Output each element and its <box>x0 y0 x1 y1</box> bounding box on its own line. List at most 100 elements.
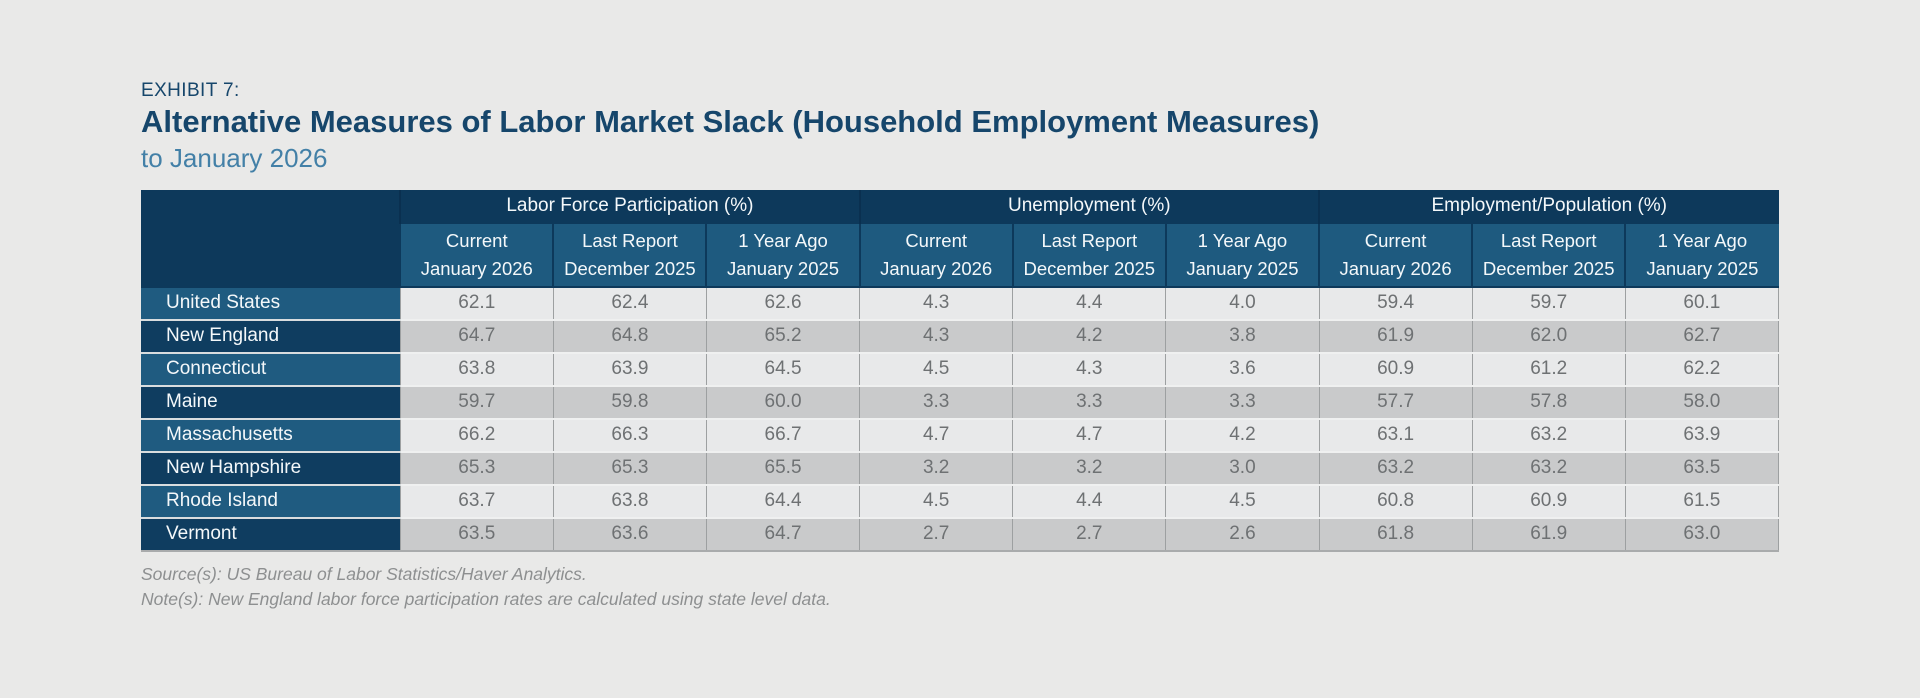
data-cell: 59.7 <box>1471 285 1626 320</box>
data-cell: 64.8 <box>552 318 707 353</box>
subheader-cell: Last Report December 2025 <box>552 221 707 287</box>
data-cell: 64.7 <box>705 516 860 552</box>
exhibit-content: EXHIBIT 7: Alternative Measures of Labor… <box>141 80 1780 612</box>
subheader-cell: Current January 2026 <box>858 221 1013 287</box>
table-row: Rhode Island 63.7 63.8 64.4 4.5 4.4 4.5 60.8 60.… <box>141 483 1780 518</box>
subheader-line2: January 2026 <box>1339 257 1452 279</box>
data-cell: 2.7 <box>1012 516 1166 552</box>
table-row: New England 64.7 64.8 65.2 4.3 4.2 3.8 61.9 62.0… <box>141 318 1780 353</box>
row-label: Massachusetts <box>141 417 401 452</box>
data-cell: 66.7 <box>705 417 860 452</box>
data-cell: 63.1 <box>1318 417 1473 452</box>
data-cell: 63.6 <box>552 516 707 552</box>
data-cell: 4.0 <box>1165 285 1320 320</box>
exhibit-label: EXHIBIT 7: <box>141 80 240 101</box>
data-cell: 60.1 <box>1624 285 1780 320</box>
data-cell: 66.3 <box>552 417 707 452</box>
labor-slack-table: Labor Force Participation (%) Unemployme… <box>141 189 1780 552</box>
subheader-cell: Current January 2026 <box>399 221 554 287</box>
column-group-labor-force-participation: Labor Force Participation (%) <box>399 189 860 223</box>
subheader-line1: Current <box>445 229 508 251</box>
subheader-line2: December 2025 <box>1023 257 1156 279</box>
table-row: Maine 59.7 59.8 60.0 3.3 3.3 3.3 57.7 57.8 58.0 <box>141 384 1780 419</box>
data-cell: 65.5 <box>705 450 860 485</box>
data-cell: 63.9 <box>1624 417 1780 452</box>
data-cell: 63.5 <box>399 516 554 552</box>
data-cell: 3.2 <box>1012 450 1166 485</box>
data-cell: 61.2 <box>1471 351 1626 386</box>
subheader-line2: January 2025 <box>1186 257 1299 279</box>
data-cell: 4.3 <box>859 285 1013 320</box>
subheader-cell: Current January 2026 <box>1318 221 1473 287</box>
page-subtitle: to January 2026 <box>141 142 328 173</box>
data-cell: 65.2 <box>705 318 860 353</box>
data-cell: 58.0 <box>1624 384 1780 419</box>
data-cell: 60.8 <box>1318 483 1473 518</box>
data-cell: 63.2 <box>1471 450 1626 485</box>
data-cell: 66.2 <box>399 417 554 452</box>
data-cell: 65.3 <box>399 450 554 485</box>
data-cell: 60.9 <box>1471 483 1626 518</box>
row-label: New Hampshire <box>141 450 401 485</box>
source-note: Source(s): US Bureau of Labor Statistics… <box>141 563 587 584</box>
data-cell: 3.2 <box>859 450 1013 485</box>
table-body: United States 62.1 62.4 62.6 4.3 4.4 4.0 59.4 59… <box>141 285 1780 552</box>
subheader-line2: January 2026 <box>420 257 533 279</box>
subheader-row: Current January 2026 Last Report December 2… <box>141 221 1779 287</box>
data-cell: 4.5 <box>859 483 1013 518</box>
data-cell: 63.0 <box>1624 516 1780 552</box>
table-row: Vermont 63.5 63.6 64.7 2.7 2.7 2.6 61.8 61.9 63.0 <box>141 516 1780 552</box>
subheader-line1: 1 Year Ago <box>1657 229 1748 251</box>
data-cell: 64.7 <box>399 318 554 353</box>
subheader-line2: January 2026 <box>880 257 993 279</box>
subheader-line2: January 2025 <box>1646 257 1759 279</box>
data-cell: 59.7 <box>399 384 554 419</box>
data-cell: 62.7 <box>1624 318 1780 353</box>
data-cell: 4.3 <box>1012 351 1166 386</box>
data-cell: 4.4 <box>1012 285 1166 320</box>
data-cell: 4.7 <box>859 417 1013 452</box>
column-group-row: Labor Force Participation (%) Unemployme… <box>141 189 1779 287</box>
data-cell: 4.2 <box>1165 417 1320 452</box>
data-cell: 3.6 <box>1165 351 1320 386</box>
data-cell: 59.8 <box>552 384 707 419</box>
data-cell: 61.9 <box>1318 318 1473 353</box>
row-label: New England <box>141 318 401 353</box>
table-row: Connecticut 63.8 63.9 64.5 4.5 4.3 3.6 60.9 61.2… <box>141 351 1780 386</box>
data-cell: 4.5 <box>859 351 1013 386</box>
data-cell: 63.8 <box>399 351 554 386</box>
data-cell: 4.2 <box>1012 318 1166 353</box>
data-cell: 63.2 <box>1318 450 1473 485</box>
subheader-line1: Current <box>1364 229 1427 251</box>
data-cell: 61.9 <box>1471 516 1626 552</box>
data-cell: 65.3 <box>552 450 707 485</box>
column-group-unemployment: Unemployment (%) <box>858 189 1320 223</box>
data-cell: 63.8 <box>552 483 707 518</box>
data-cell: 61.5 <box>1624 483 1780 518</box>
data-cell: 4.4 <box>1012 483 1166 518</box>
subheader-line2: December 2025 <box>564 257 696 279</box>
data-cell: 2.6 <box>1165 516 1320 552</box>
corner-cell <box>141 189 401 287</box>
data-cell: 62.6 <box>705 285 860 320</box>
row-label: United States <box>141 285 401 320</box>
page-title: Alternative Measures of Labor Market Sla… <box>141 104 1320 139</box>
row-label: Maine <box>141 384 401 419</box>
subheader-line1: Last Report <box>1041 229 1138 251</box>
data-cell: 57.8 <box>1471 384 1626 419</box>
data-cell: 3.0 <box>1165 450 1320 485</box>
data-cell: 63.9 <box>552 351 707 386</box>
subheader-line1: Current <box>905 229 968 251</box>
subheader-line2: January 2025 <box>726 257 840 279</box>
data-cell: 3.8 <box>1165 318 1320 353</box>
table-row: United States 62.1 62.4 62.6 4.3 4.4 4.0 59.4 59… <box>141 285 1780 320</box>
subheader-line1: 1 Year Ago <box>1197 229 1288 251</box>
data-cell: 60.0 <box>705 384 860 419</box>
table-header: Labor Force Participation (%) Unemployme… <box>141 189 1779 287</box>
subheader-cell: 1 Year Ago January 2025 <box>1164 221 1320 287</box>
methodology-note: Note(s): New England labor force partici… <box>141 589 831 610</box>
data-cell: 3.3 <box>859 384 1013 419</box>
subheader-line1: Last Report <box>582 229 678 251</box>
row-label: Connecticut <box>141 351 401 386</box>
column-group-employment-population: Employment/Population (%) <box>1318 189 1779 223</box>
